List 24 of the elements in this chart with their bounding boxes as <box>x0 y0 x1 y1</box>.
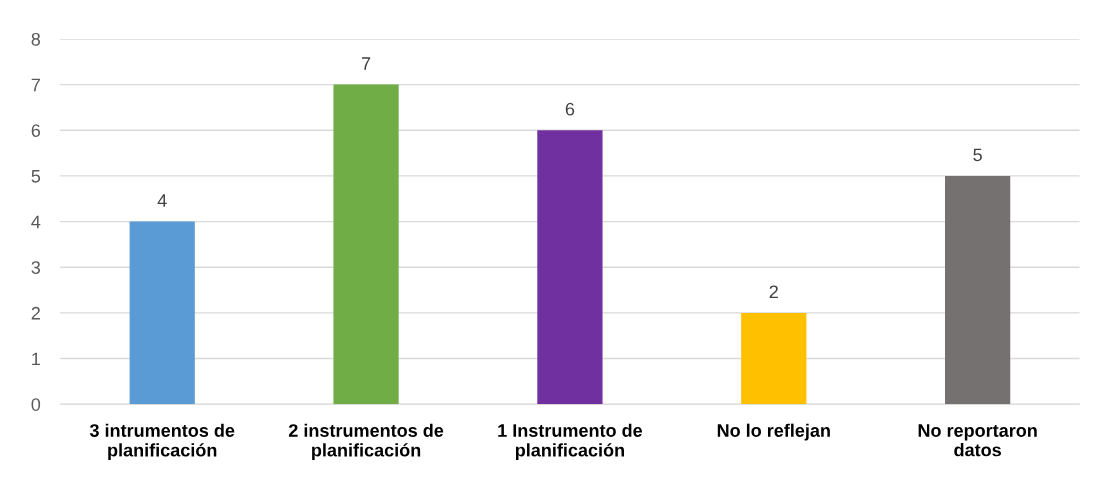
bar <box>129 221 195 405</box>
data-label: 6 <box>565 102 575 116</box>
y-tick-label: 8 <box>31 32 41 46</box>
x-tick-label: No reportaron datos <box>918 424 1037 457</box>
y-tick-label: 3 <box>31 261 41 274</box>
data-label: 7 <box>361 57 371 70</box>
x-tick-label: 1 Instrumento de planificación <box>498 423 643 461</box>
bar <box>537 130 603 405</box>
y-tick-label: 1 <box>32 352 40 366</box>
x-tick-label: 3 intrumentos de planificación <box>89 423 235 461</box>
y-tick-label: 7 <box>31 78 40 92</box>
bar <box>333 84 399 405</box>
data-label: 5 <box>973 148 982 162</box>
y-tick-label: 6 <box>31 124 41 137</box>
data-label: 4 <box>157 194 167 207</box>
y-tick-label: 0 <box>31 398 41 411</box>
y-tick-label: 5 <box>31 170 41 183</box>
bar <box>741 312 807 405</box>
x-tick-label: No lo reflejan <box>717 423 830 441</box>
data-label: 2 <box>769 285 778 299</box>
bar <box>945 175 1011 405</box>
y-tick-label: 2 <box>31 306 40 320</box>
x-tick-label: 2 instrumentos de planificación <box>288 423 444 461</box>
y-tick-label: 4 <box>31 215 41 229</box>
